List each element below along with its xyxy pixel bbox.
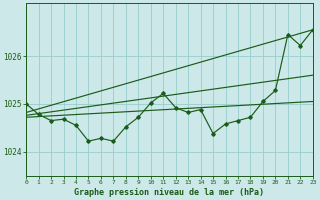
X-axis label: Graphe pression niveau de la mer (hPa): Graphe pression niveau de la mer (hPa)	[75, 188, 264, 197]
